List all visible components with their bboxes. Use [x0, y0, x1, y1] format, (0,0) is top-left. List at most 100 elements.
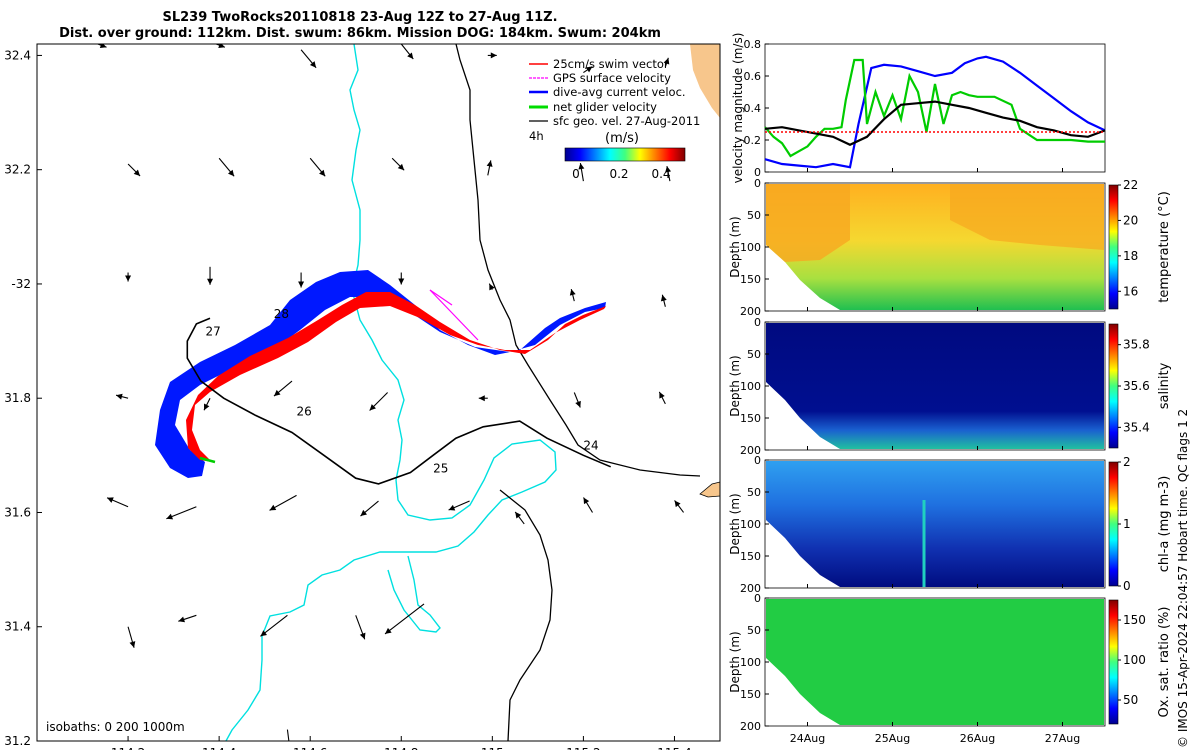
section-ytick-label: 200 [740, 305, 761, 318]
geo-vector-arrow [125, 272, 132, 282]
geo-vector-arrow [391, 157, 405, 171]
colorbar-label: temperature (°C) [1157, 191, 1172, 303]
geo-vector-arrow [218, 157, 235, 177]
geo-vector-arrow [488, 283, 495, 291]
colorbar-tick-label: 2 [1123, 455, 1131, 469]
geo-vector-arrow [273, 380, 293, 397]
geo-vector-arrow [203, 397, 211, 411]
oxygen-field [766, 599, 1104, 725]
section-ytick-label: 0 [754, 592, 761, 605]
colorbar-tick-label: 20 [1123, 213, 1138, 227]
legend-4h: 4h [529, 129, 544, 143]
colorbar-tick-label: 100 [1123, 653, 1146, 667]
geo-vector-arrow [398, 272, 405, 285]
map-ytick-label: 31.2 [4, 734, 31, 748]
velocity-frame [764, 43, 1106, 173]
section-ytick-label: 50 [747, 624, 761, 637]
coastline-land [690, 44, 720, 118]
geo-vector-arrow [360, 500, 379, 517]
geo-vector-arrow [486, 160, 493, 176]
map-xtick-label: 114.8 [384, 746, 418, 750]
day-label: 24 [583, 439, 598, 453]
day-label: 25 [433, 461, 448, 475]
section-ylabel: Depth (m) [728, 355, 742, 416]
isobath-1000 [499, 489, 553, 741]
map-xtick-label: 115 [481, 746, 504, 750]
geo-vector-arrow [487, 52, 497, 59]
map-legend: 25cm/s swim vector GPS surface velocity … [529, 57, 700, 181]
velocity-ticks: 0 0.2 0.4 0.6 0.8 [744, 38, 769, 179]
colorbar-tick-label: 16 [1123, 284, 1138, 298]
land-fragment [699, 481, 720, 498]
map-ytick-label: -32 [11, 277, 31, 291]
salinity-field [766, 323, 1104, 449]
chl-a-panel [764, 459, 1106, 589]
gps-surface-velocity [429, 289, 479, 341]
geo-vector-arrow [207, 266, 214, 285]
geo-vector-arrow [96, 44, 107, 48]
colorbar-tick-1: 0.2 [609, 167, 628, 181]
time-tick-label: 25Aug [875, 732, 910, 745]
map-xtick-label: 114.4 [202, 746, 236, 750]
geo-vector-arrow [583, 66, 593, 74]
velocity-ytick-label: 0.2 [744, 134, 762, 147]
velocity-ytick-label: 0.6 [744, 70, 762, 83]
section-ytick-label: 100 [740, 241, 761, 254]
section-ytick-label: 0 [754, 177, 761, 190]
legend-geo: sfc geo. vel. 27-Aug-2011 [553, 114, 700, 128]
geo-vector-arrow [448, 500, 470, 511]
geo-vector-arrow [369, 392, 388, 411]
geo-vector-arrow [665, 166, 672, 182]
day-label: 28 [274, 307, 289, 321]
salinity-panel [764, 321, 1106, 451]
geo-velocity-vectors [96, 44, 685, 741]
section-colorbar [1108, 461, 1119, 587]
map-xtick-label: 114.6 [293, 746, 327, 750]
geo-vector-arrow [569, 288, 576, 302]
imos-stamp-container: © IMOS 15-Apr-2024 22:04:57 Hobart time.… [1170, 0, 1194, 753]
section-ytick-label: 100 [740, 518, 761, 531]
day-label: 27 [205, 324, 220, 338]
isobath-0 [455, 44, 701, 477]
legend-net: net glider velocity [553, 100, 657, 114]
geo-vector-arrow [115, 393, 129, 400]
geo-vector-arrow [578, 163, 585, 182]
geo-vector-arrow [155, 740, 156, 741]
map-colorbar [564, 147, 686, 162]
legend-dive: dive-avg current veloc. [553, 85, 686, 99]
velocity-ylabel: velocity magnitude (m/s) [731, 33, 745, 184]
geo-vector-arrow [300, 49, 317, 69]
geo-vector-arrow [674, 500, 685, 513]
section-ytick-label: 0 [754, 316, 761, 329]
colorbar-tick-label: 22 [1123, 178, 1138, 192]
isobath-label: isobaths: 0 200 1000m [46, 720, 185, 734]
temperature-warm-band [766, 184, 850, 262]
time-tick-label: 24Aug [790, 732, 825, 745]
geo-vector-arrow [106, 497, 129, 508]
velocity-lines [764, 55, 1106, 169]
section-ytick-label: 150 [740, 273, 761, 286]
section-ytick-label: 50 [747, 486, 761, 499]
section-axes: 0 50 100 150 200 Depth (m) 0 50 100 150 200 Depth (… [728, 168, 1080, 745]
section-colorbar [1108, 184, 1119, 310]
map-xtick-label: 115.4 [657, 746, 691, 750]
section-ytick-label: 200 [740, 444, 761, 457]
temperature-panel [764, 182, 1106, 312]
velocity-panel: 0 0.2 0.4 0.6 0.8 velocity magnitude (m/s) [731, 33, 1106, 184]
geo-vector-arrow [658, 391, 666, 405]
title-line-1: SL239 TwoRocks20110818 23-Aug 12Z to 27-… [162, 10, 558, 25]
map-xtick-label: 115.2 [566, 746, 600, 750]
colorbar-label: chl-a (mg m-3) [1157, 476, 1172, 573]
title-line-2: Dist. over ground: 112km. Dist. swum: 86… [59, 26, 661, 41]
colorbar-tick-0: 0 [572, 167, 580, 181]
map-ytick-label: 32.2 [4, 163, 31, 177]
map-ytick-label: 31.8 [4, 391, 31, 405]
map-ytick-label: 31.6 [4, 505, 31, 519]
section-ytick-label: 100 [740, 656, 761, 669]
geo-vector-arrow [286, 729, 290, 741]
section-ylabel: Depth (m) [728, 493, 742, 554]
temperature-warm-band-2 [950, 184, 1104, 250]
velocity-series-0 [764, 55, 1106, 169]
